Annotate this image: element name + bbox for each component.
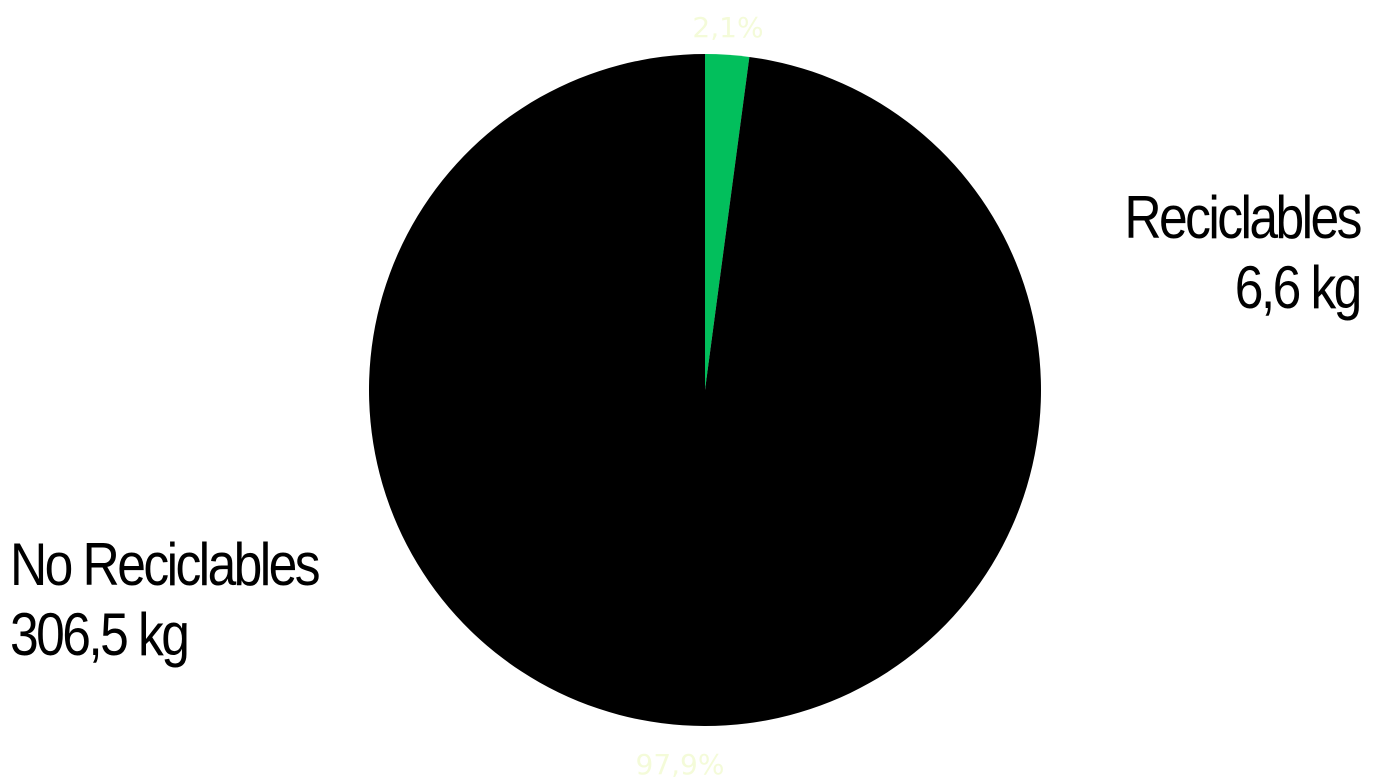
category-name-no-reciclables: No Reciclables — [10, 531, 321, 598]
category-label-reciclables: Reciclables 6,6 kg — [1124, 183, 1363, 323]
percent-label-reciclables: 2,1% — [692, 11, 763, 44]
pie-slices — [369, 54, 1041, 726]
category-value-no-reciclables: 306,5 kg — [10, 601, 190, 668]
percent-label-no-reciclables: 97,9% — [636, 748, 725, 779]
category-name-reciclables: Reciclables — [1124, 184, 1363, 251]
pie-slice-reciclables — [705, 54, 750, 390]
pie-slice-no-reciclables — [369, 54, 1041, 726]
category-value-reciclables: 6,6 kg — [1234, 254, 1363, 321]
category-label-no-reciclables: No Reciclables 306,5 kg — [10, 530, 321, 670]
